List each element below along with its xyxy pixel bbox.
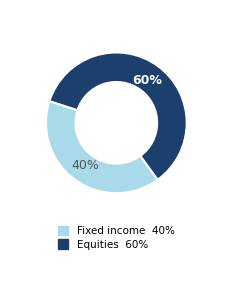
Wedge shape: [46, 101, 158, 193]
Wedge shape: [49, 53, 187, 180]
Legend: Fixed income  40%, Equities  60%: Fixed income 40%, Equities 60%: [53, 221, 180, 255]
Text: 60%: 60%: [132, 74, 162, 87]
Text: 40%: 40%: [71, 159, 99, 172]
